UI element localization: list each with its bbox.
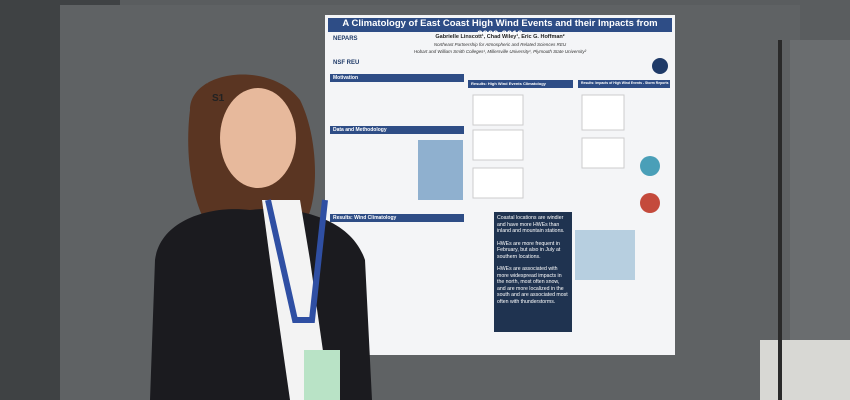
poster-title: A Climatology of East Coast High Wind Ev… — [342, 18, 658, 40]
figure — [472, 94, 524, 126]
figure — [472, 129, 524, 161]
face — [220, 88, 296, 188]
section-title: Results: Wind Climatology — [333, 215, 397, 221]
section-bar — [330, 126, 464, 134]
section-title: Data and Methodology — [333, 127, 387, 133]
map — [575, 230, 635, 280]
logo-text: NEPARS — [333, 36, 358, 42]
conclusion-box — [494, 212, 572, 332]
poster-affiliation: Northeast Partnership for Atmospheric an… — [433, 42, 567, 47]
section-title: Results: Impacts of High Wind Events - S… — [581, 81, 669, 85]
section-bar — [468, 80, 573, 88]
section-bar — [578, 80, 670, 88]
lanyard — [265, 199, 328, 323]
map — [418, 140, 463, 200]
figure — [581, 137, 625, 169]
floor — [760, 340, 850, 400]
sign-text: S1 — [212, 93, 225, 104]
pie-chart — [640, 193, 660, 213]
figure — [581, 94, 625, 131]
title-bar — [328, 18, 672, 32]
badge — [304, 350, 340, 400]
conclusion: HWEs are more frequent in February, but … — [497, 240, 561, 260]
conclusions: Coastal locations are windier and have m… — [497, 215, 569, 311]
conclusion: Coastal locations are windier and have m… — [497, 215, 565, 234]
poster-authors: Gabrielle Linscott¹, Chad Wiley¹, Eric G… — [435, 34, 565, 40]
conclusion: HWEs are associated with more widespread… — [497, 266, 568, 305]
section-title: Motivation — [333, 75, 358, 81]
section-bar — [330, 74, 464, 82]
figure — [472, 167, 524, 199]
poster-institutions: Hobart and William Smith Colleges¹, Mill… — [413, 49, 587, 54]
logo-text: NSF REU — [333, 60, 360, 66]
logo — [652, 58, 668, 74]
section-bar — [330, 214, 464, 222]
pie-chart — [640, 156, 660, 176]
section-title: Results: High Wind Events Climatology — [471, 81, 546, 86]
